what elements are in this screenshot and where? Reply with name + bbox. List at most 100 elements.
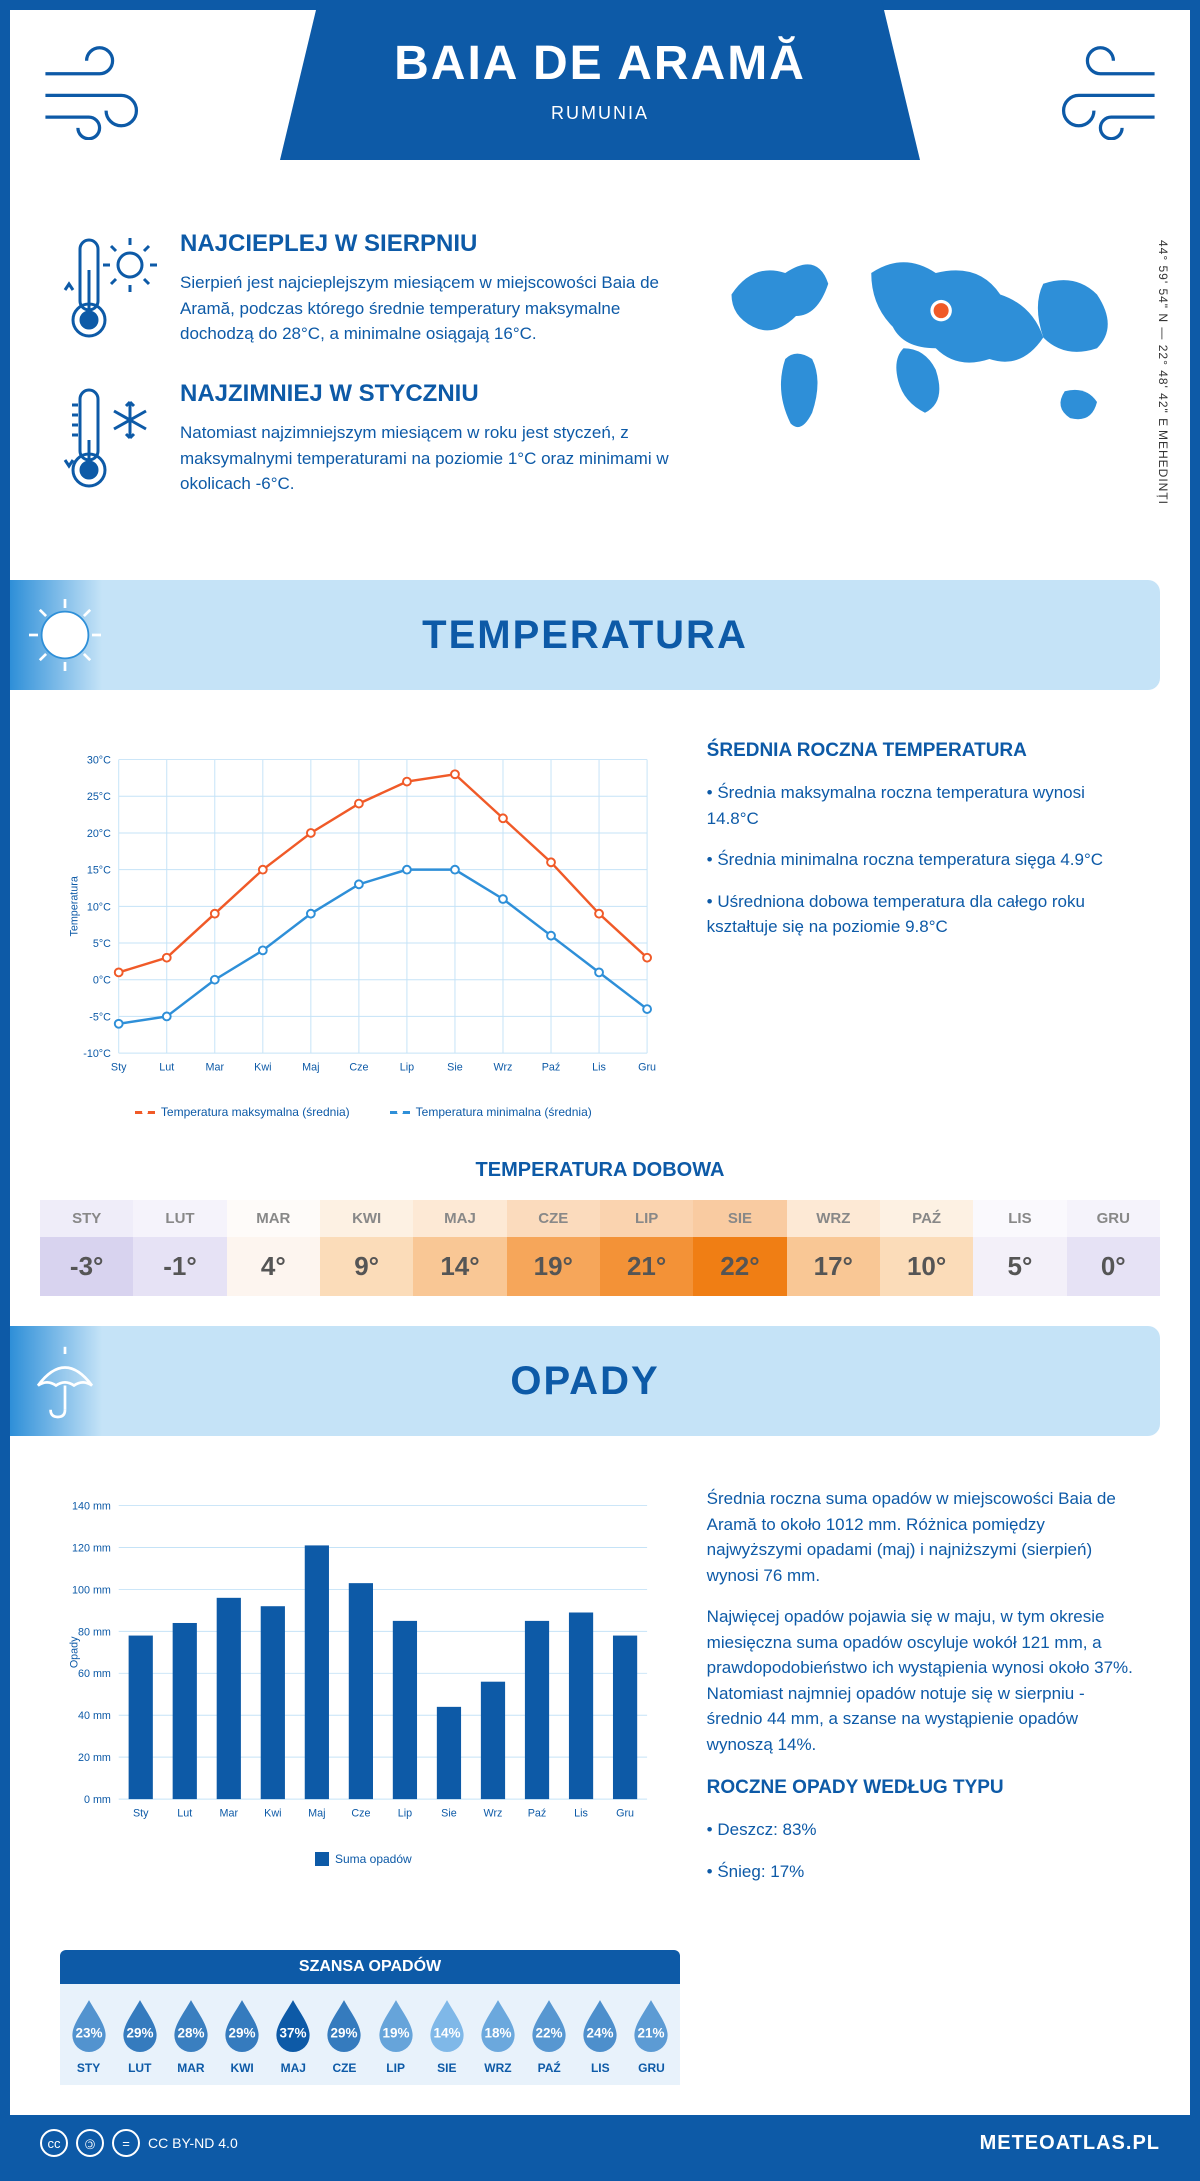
precip-chance-title: SZANSA OPADÓW bbox=[60, 1950, 680, 1984]
svg-text:Kwi: Kwi bbox=[264, 1808, 281, 1820]
precip-chance-drop: 23% STY bbox=[64, 1998, 113, 2075]
precip-chart: 0 mm20 mm40 mm60 mm80 mm100 mm120 mm140 … bbox=[60, 1486, 667, 1900]
daily-temp-table: STY-3°LUT-1°MAR4°KWI9°MAJ14°CZE19°LIP21°… bbox=[40, 1200, 1160, 1296]
license-text: CC BY-ND 4.0 bbox=[148, 2135, 238, 2151]
svg-text:29%: 29% bbox=[126, 2026, 153, 2041]
svg-text:15°C: 15°C bbox=[87, 865, 111, 877]
svg-text:Paź: Paź bbox=[542, 1062, 561, 1074]
precip-type-rain: • Deszcz: 83% bbox=[707, 1817, 1140, 1843]
svg-text:Lut: Lut bbox=[177, 1808, 192, 1820]
svg-text:Wrz: Wrz bbox=[484, 1808, 503, 1820]
svg-text:14%: 14% bbox=[433, 2026, 460, 2041]
svg-text:100 mm: 100 mm bbox=[72, 1585, 111, 1597]
daily-temp-cell: LIP21° bbox=[600, 1200, 693, 1296]
svg-text:0°C: 0°C bbox=[93, 975, 111, 987]
region-label: MEHEDINȚI bbox=[1156, 430, 1170, 505]
svg-text:Lut: Lut bbox=[159, 1062, 174, 1074]
svg-text:Mar: Mar bbox=[220, 1808, 239, 1820]
precip-chance-drop: 37% MAJ bbox=[269, 1998, 318, 2075]
precip-chance-drop: 18% WRZ bbox=[473, 1998, 522, 2075]
svg-text:28%: 28% bbox=[177, 2026, 204, 2041]
svg-text:Sie: Sie bbox=[447, 1062, 463, 1074]
daily-temp-cell: MAR4° bbox=[227, 1200, 320, 1296]
footer: cc 🄯 = CC BY-ND 4.0 METEOATLAS.PL bbox=[10, 2115, 1190, 2171]
svg-text:Cze: Cze bbox=[349, 1062, 368, 1074]
svg-text:5°C: 5°C bbox=[93, 938, 111, 950]
daily-temp-cell: MAJ14° bbox=[413, 1200, 506, 1296]
daily-temp-cell: LUT-1° bbox=[133, 1200, 226, 1296]
legend-min-label: Temperatura minimalna (średnia) bbox=[416, 1105, 592, 1119]
infographic-frame: BAIA DE ARAMĂ RUMUNIA bbox=[0, 0, 1200, 2181]
svg-text:-5°C: -5°C bbox=[89, 1011, 111, 1023]
precip-chance-panel: SZANSA OPADÓW 23% STY 29% LUT 28% MAR 29… bbox=[60, 1950, 680, 2085]
precip-chance-drop: 21% GRU bbox=[627, 1998, 676, 2075]
legend-max: Temperatura maksymalna (średnia) bbox=[135, 1105, 350, 1119]
precip-chance-drop: 14% SIE bbox=[422, 1998, 471, 2075]
svg-text:10°C: 10°C bbox=[87, 901, 111, 913]
svg-text:Maj: Maj bbox=[308, 1808, 325, 1820]
svg-text:Lip: Lip bbox=[400, 1062, 414, 1074]
precip-section-header: OPADY bbox=[10, 1326, 1160, 1436]
svg-text:Sty: Sty bbox=[133, 1808, 149, 1820]
precip-chance-drop: 29% KWI bbox=[218, 1998, 267, 2075]
svg-text:20 mm: 20 mm bbox=[78, 1752, 111, 1764]
svg-text:25°C: 25°C bbox=[87, 791, 111, 803]
precip-chance-drop: 24% LIS bbox=[576, 1998, 625, 2075]
umbrella-icon bbox=[20, 1336, 110, 1426]
svg-text:-10°C: -10°C bbox=[83, 1048, 111, 1060]
svg-text:80 mm: 80 mm bbox=[78, 1627, 111, 1639]
svg-text:Temperatura: Temperatura bbox=[69, 876, 81, 936]
cc-icon: cc bbox=[40, 2129, 68, 2157]
svg-text:18%: 18% bbox=[484, 2026, 511, 2041]
svg-text:24%: 24% bbox=[587, 2026, 614, 2041]
svg-text:19%: 19% bbox=[382, 2026, 409, 2041]
svg-text:40 mm: 40 mm bbox=[78, 1710, 111, 1722]
svg-text:29%: 29% bbox=[229, 2026, 256, 2041]
svg-text:20°C: 20°C bbox=[87, 828, 111, 840]
intro-section: NAJCIEPLEJ W SIERPNIU Sierpień jest najc… bbox=[10, 200, 1190, 560]
svg-text:Gru: Gru bbox=[616, 1808, 634, 1820]
hottest-title: NAJCIEPLEJ W SIERPNIU bbox=[180, 230, 670, 258]
daily-temp-cell: GRU0° bbox=[1067, 1200, 1160, 1296]
precip-chance-drop: 29% LUT bbox=[115, 1998, 164, 2075]
svg-text:Mar: Mar bbox=[206, 1062, 225, 1074]
svg-text:Lis: Lis bbox=[592, 1062, 606, 1074]
world-map-svg bbox=[710, 230, 1140, 467]
svg-text:Paź: Paź bbox=[528, 1808, 547, 1820]
coordinates: 44° 59' 54" N — 22° 48' 42" E bbox=[1156, 240, 1170, 427]
legend-min: Temperatura minimalna (średnia) bbox=[390, 1105, 592, 1119]
coldest-title: NAJZIMNIEJ W STYCZNIU bbox=[180, 380, 670, 408]
hottest-block: NAJCIEPLEJ W SIERPNIU Sierpień jest najc… bbox=[60, 230, 670, 350]
svg-text:Kwi: Kwi bbox=[254, 1062, 271, 1074]
svg-text:21%: 21% bbox=[638, 2026, 665, 2041]
temperature-chart: -10°C -5°C 0°C 5°C 10°C 15°C 20°C 25°C 30°C Sty Lu… bbox=[60, 740, 667, 1119]
city-title: BAIA DE ARAMĂ bbox=[394, 36, 806, 91]
svg-text:Wrz: Wrz bbox=[494, 1062, 513, 1074]
country-subtitle: RUMUNIA bbox=[551, 103, 649, 124]
daily-temp-cell: SIE22° bbox=[693, 1200, 786, 1296]
svg-text:23%: 23% bbox=[75, 2026, 102, 2041]
svg-text:Opady: Opady bbox=[69, 1636, 81, 1668]
footer-brand: METEOATLAS.PL bbox=[980, 2132, 1160, 2155]
daily-temp-cell: CZE19° bbox=[507, 1200, 600, 1296]
svg-text:Sty: Sty bbox=[111, 1062, 127, 1074]
daily-temp-cell: KWI9° bbox=[320, 1200, 413, 1296]
daily-temp-cell: STY-3° bbox=[40, 1200, 133, 1296]
precip-chance-drop: 28% MAR bbox=[166, 1998, 215, 2075]
nd-icon: = bbox=[112, 2129, 140, 2157]
svg-text:0 mm: 0 mm bbox=[84, 1794, 111, 1806]
legend-max-label: Temperatura maksymalna (średnia) bbox=[161, 1105, 350, 1119]
daily-temp-title: TEMPERATURA DOBOWA bbox=[10, 1159, 1190, 1182]
header-banner: BAIA DE ARAMĂ RUMUNIA bbox=[10, 10, 1190, 200]
svg-text:30°C: 30°C bbox=[87, 754, 111, 766]
daily-temp-cell: PAŹ10° bbox=[880, 1200, 973, 1296]
title-banner: BAIA DE ARAMĂ RUMUNIA bbox=[280, 0, 920, 160]
legend-precip: Suma opadów bbox=[315, 1852, 412, 1866]
precip-p1: Średnia roczna suma opadów w miejscowośc… bbox=[707, 1486, 1140, 1588]
legend-precip-label: Suma opadów bbox=[335, 1852, 412, 1866]
svg-text:140 mm: 140 mm bbox=[72, 1501, 111, 1513]
precip-chance-drop: 29% CZE bbox=[320, 1998, 369, 2075]
svg-text:120 mm: 120 mm bbox=[72, 1543, 111, 1555]
hottest-text: Sierpień jest najcieplejszym miesiącem w… bbox=[180, 270, 670, 347]
annual-bullet-2: • Średnia minimalna roczna temperatura s… bbox=[707, 847, 1140, 873]
